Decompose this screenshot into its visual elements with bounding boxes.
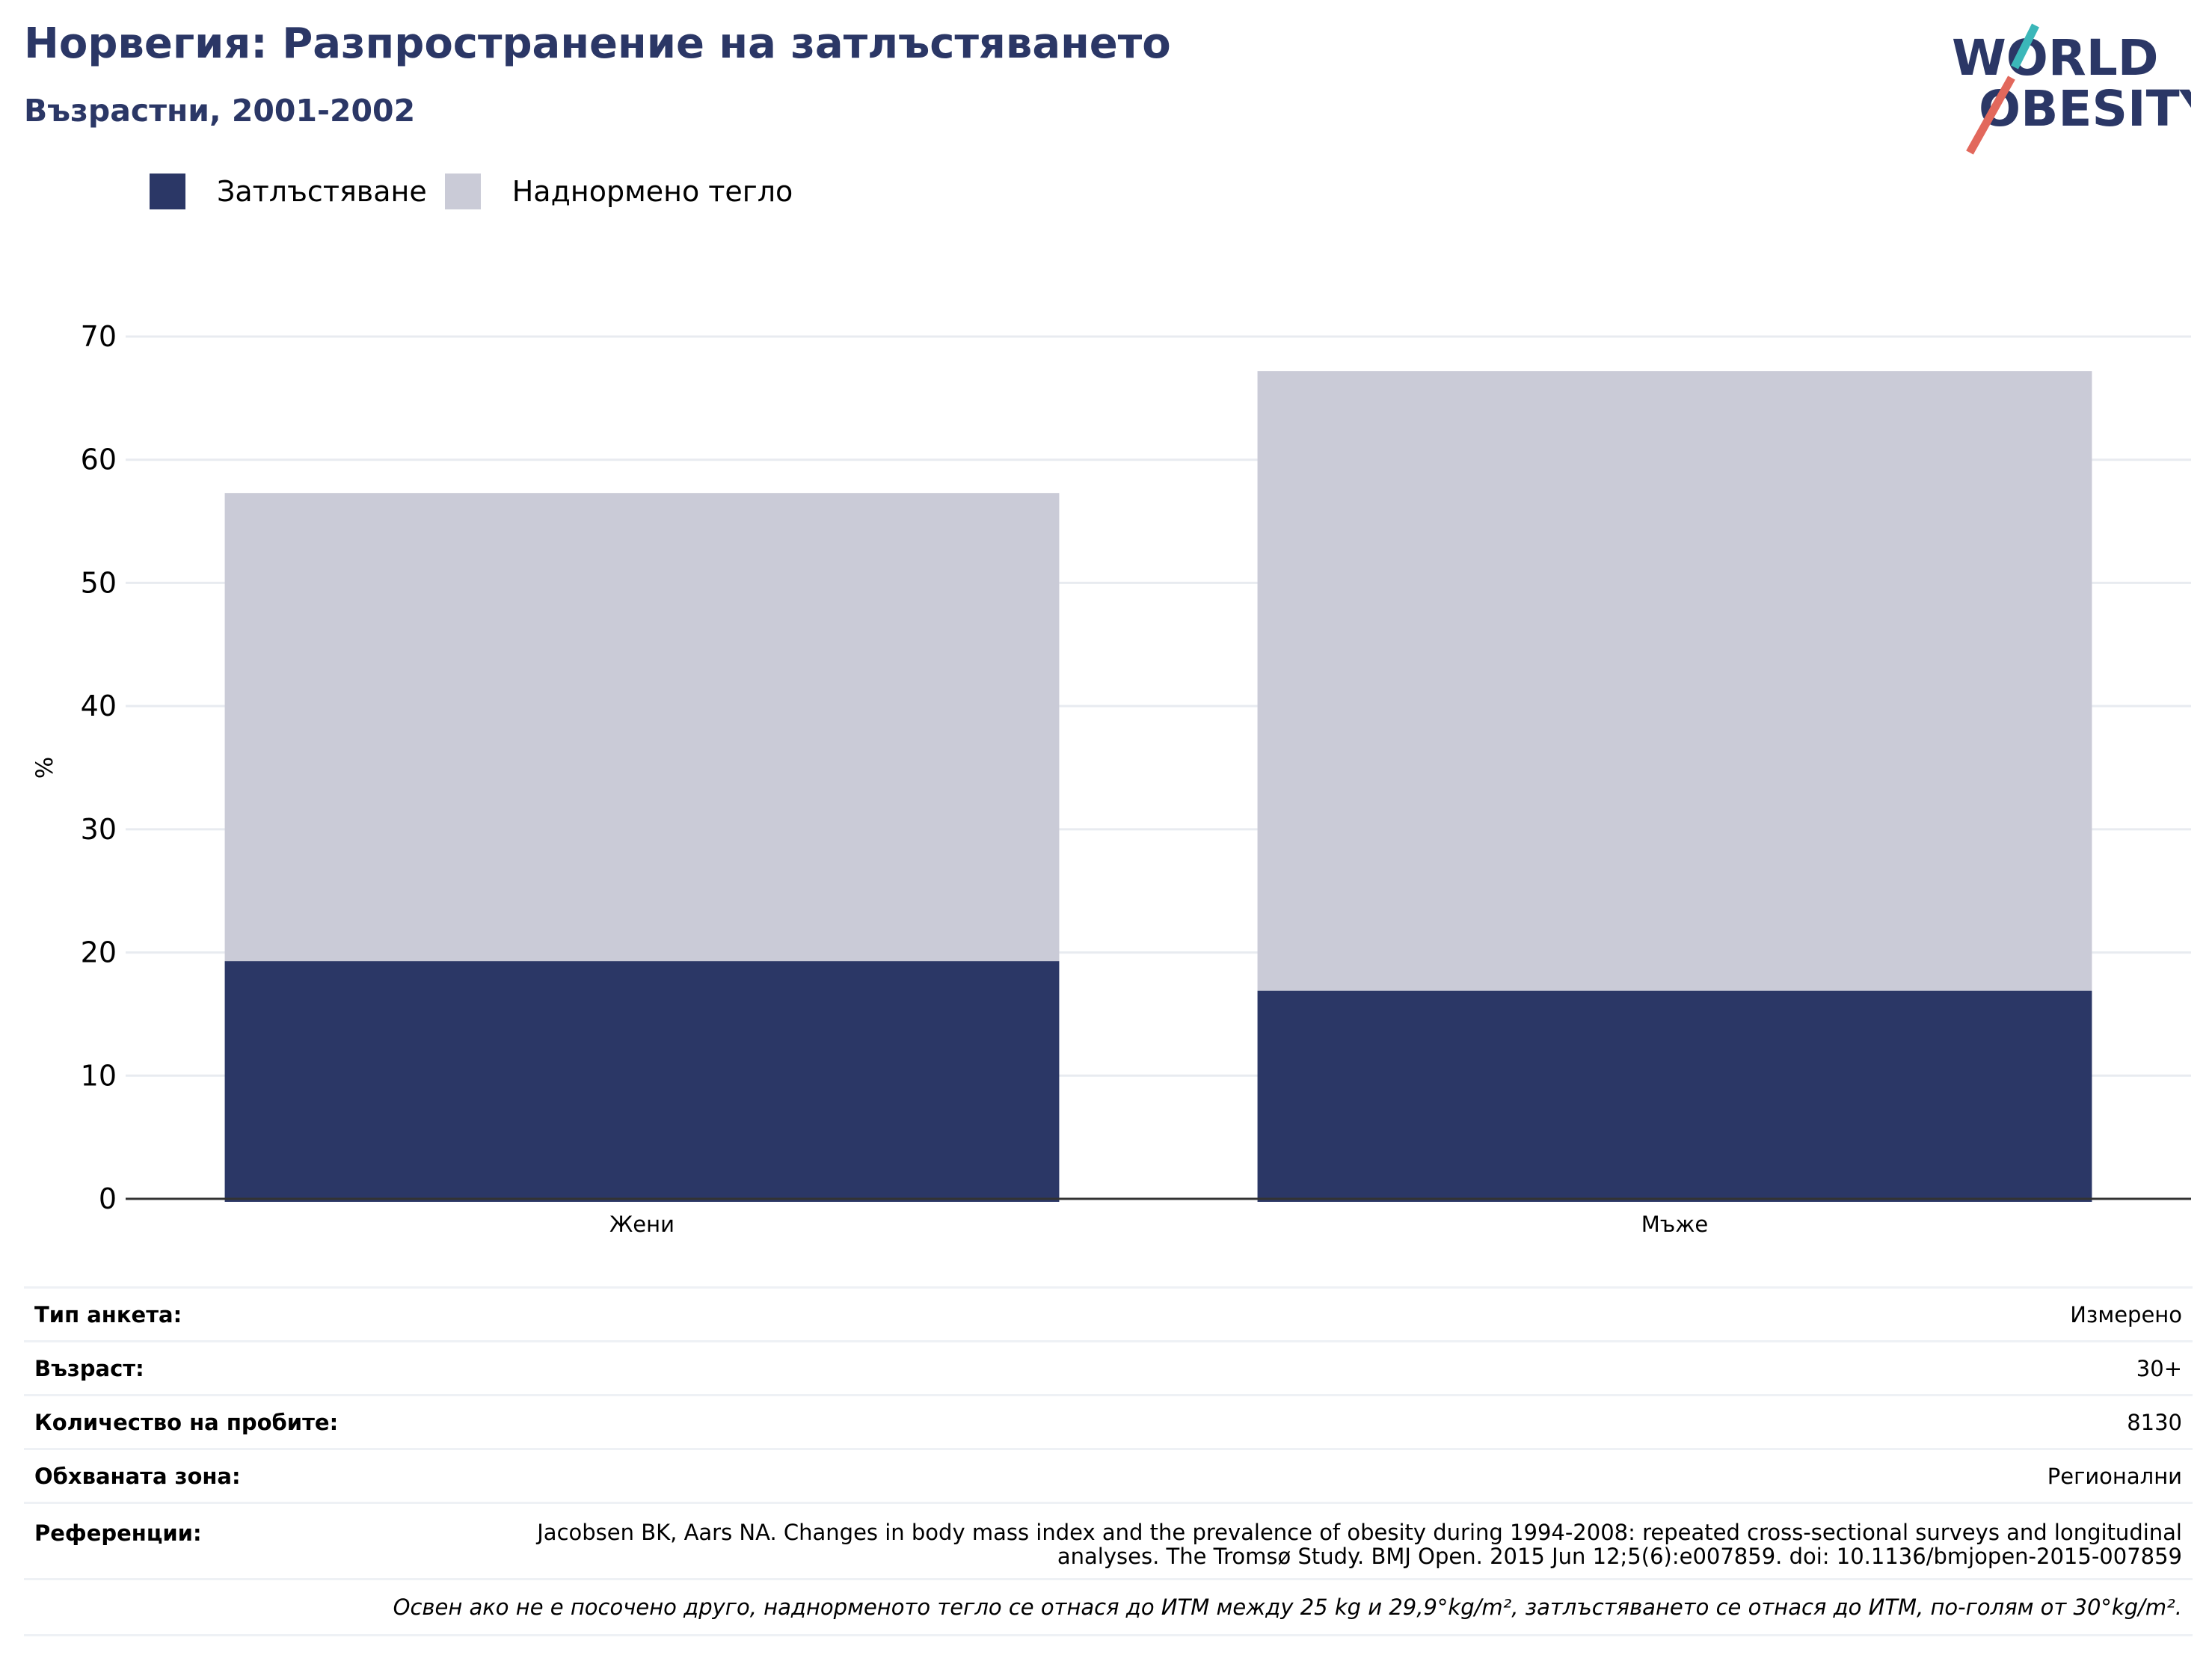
survey-info: Тип анкета: Измерено Възраст: 30+ Количе… <box>24 1286 2193 1636</box>
legend-swatch-overweight <box>444 174 481 209</box>
bar-overweight <box>1257 371 2092 991</box>
area-row: Обхваната зона: Регионални <box>24 1448 2193 1502</box>
world-obesity-logo: WORLD OBESITY <box>1952 23 2191 155</box>
bar-obesity <box>1257 990 2092 1202</box>
bar-overweight <box>224 493 1060 962</box>
survey-type-value: Измерено <box>2070 1301 2182 1327</box>
y-tick-label: 50 <box>81 566 117 599</box>
bar-obesity <box>224 961 1060 1202</box>
legend-label-obesity: Затлъстяване <box>217 175 427 208</box>
legend-item-obesity: Затлъстяване <box>150 174 427 209</box>
area-value: Регионални <box>2047 1463 2182 1489</box>
y-tick-label: 20 <box>81 936 117 969</box>
y-axis-label: % <box>31 757 58 779</box>
logo-line1: WORLD <box>1952 29 2159 87</box>
survey-type-label: Тип анкета: <box>34 1301 182 1327</box>
sample-size-value: 8130 <box>2127 1409 2182 1435</box>
legend-item-overweight: Наднормено тегло <box>444 174 793 209</box>
references-row: Референции: Jacobsen BK, Aars NA. Change… <box>24 1502 2193 1578</box>
y-tick-label: 30 <box>81 813 117 846</box>
chart-subtitle: Възрастни, 2001-2002 <box>24 93 416 129</box>
age-label: Възраст: <box>34 1355 144 1381</box>
logo-slash-coral <box>1966 76 2015 155</box>
y-tick-label: 0 <box>99 1182 117 1215</box>
x-tick-label: Мъже <box>1641 1212 1708 1237</box>
references-label: Референции: <box>34 1520 202 1546</box>
legend-label-overweight: Наднормено тегло <box>511 175 793 208</box>
y-tick-label: 60 <box>81 443 117 476</box>
age-row: Възраст: 30+ <box>24 1340 2193 1394</box>
age-value: 30+ <box>2136 1355 2182 1381</box>
y-tick-label: 10 <box>81 1059 117 1092</box>
y-tick-label: 70 <box>81 320 117 353</box>
area-label: Обхваната зона: <box>34 1463 241 1489</box>
sample-size-label: Количество на пробите: <box>34 1409 339 1435</box>
x-tick-label: Жени <box>609 1212 675 1237</box>
references-value: Jacobsen BK, Aars NA. Changes in body ma… <box>537 1520 2182 1569</box>
logo-slash-teal <box>2011 23 2039 70</box>
definition-note: Освен ако не е посочено друго, наднормен… <box>24 1578 2193 1636</box>
survey-type-row: Тип анкета: Измерено <box>24 1286 2193 1340</box>
chart-title: Норвегия: Разпространение на затлъстяван… <box>24 19 1171 68</box>
legend-swatch-obesity <box>150 174 185 209</box>
y-tick-label: 40 <box>81 690 117 722</box>
bar-chart: 0 10 20 30 40 50 60 70% Жени Мъже <box>31 320 2191 1237</box>
legend: Затлъстяване Наднормено тегло <box>150 171 811 212</box>
logo-line2: OBESITY <box>1979 80 2191 138</box>
sample-size-row: Количество на пробите: 8130 <box>24 1394 2193 1448</box>
